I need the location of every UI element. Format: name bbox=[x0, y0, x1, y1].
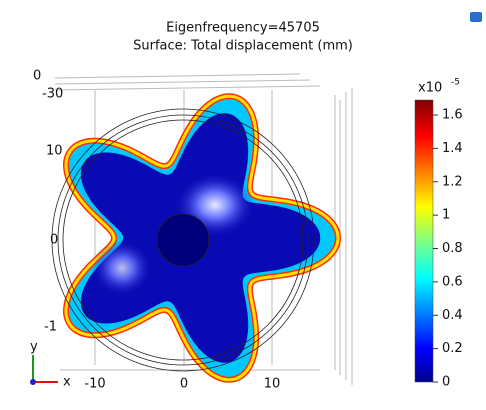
triad-label: x bbox=[63, 375, 71, 390]
colorbar-tick-label: 1.6 bbox=[442, 108, 463, 123]
bottom-axis-label: -10 bbox=[84, 377, 105, 392]
toolbar-icon[interactable] bbox=[470, 12, 482, 22]
colorbar-tick-label: 0.8 bbox=[442, 241, 463, 256]
colorbar-exponent: -5 bbox=[451, 78, 460, 88]
triad-label: y bbox=[30, 340, 38, 355]
colorbar-multiplier: x10 bbox=[418, 81, 442, 96]
left-axis-label: 0 bbox=[33, 69, 41, 84]
left-axis-label: -30 bbox=[42, 87, 63, 102]
left-axis-label: -1 bbox=[44, 320, 57, 335]
plot-subtitle: Surface: Total displacement (mm) bbox=[133, 39, 353, 54]
colorbar-tick-label: 0.6 bbox=[442, 274, 463, 289]
bottom-axis-label: 10 bbox=[264, 377, 281, 392]
colorbar-tick-label: 0 bbox=[442, 375, 450, 390]
left-axis-label: 0 bbox=[50, 233, 58, 248]
ring bbox=[51, 108, 315, 372]
ring bbox=[62, 119, 304, 361]
hole bbox=[156, 213, 210, 267]
deformed-shape bbox=[51, 93, 342, 383]
ring bbox=[57, 114, 309, 366]
bottom-axis-label: 0 bbox=[180, 377, 188, 392]
left-axis-label: 10 bbox=[46, 144, 63, 159]
colorbar-tick-label: 0.4 bbox=[442, 308, 463, 323]
colorbar-tick-label: 1.4 bbox=[442, 141, 463, 156]
colorbar: x10 -5 1.6 1.4 1.2 1 0.8 0.6 0.4 0.2 0 bbox=[414, 78, 463, 390]
shape-edge bbox=[64, 94, 340, 382]
color-scale bbox=[414, 99, 434, 383]
colorbar-tick-label: 0.2 bbox=[442, 341, 463, 356]
axis-triad: y x bbox=[30, 340, 71, 390]
highlight bbox=[92, 240, 152, 296]
colorbar-tick-label: 1.2 bbox=[442, 174, 463, 189]
plot-title: Eigenfrequency=45705 bbox=[166, 21, 320, 36]
colorbar-tick-label: 1 bbox=[442, 208, 450, 223]
